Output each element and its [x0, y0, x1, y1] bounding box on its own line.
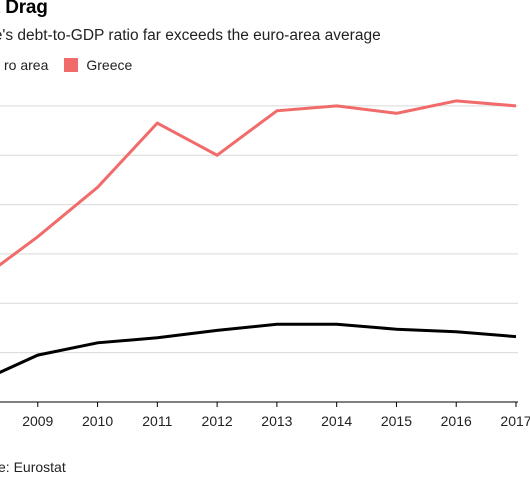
gridlines	[0, 105, 518, 354]
x-tick-label-2015: 2015	[381, 413, 412, 429]
legend-label-greece: Greece	[86, 57, 133, 73]
legend-item-euro-area: ro area	[0, 57, 48, 73]
x-tick-label-2013: 2013	[261, 413, 292, 429]
x-tick-label-2016: 2016	[441, 413, 472, 429]
x-tick-label-2014: 2014	[321, 413, 352, 429]
x-tick-label-2017: 2017	[500, 413, 530, 429]
series-line-euro-area	[0, 322, 517, 374]
chart-subtitle: ce's debt-to-GDP ratio far exceeds the e…	[0, 27, 381, 44]
legend-swatch-greece	[64, 58, 79, 72]
x-axis: 2009 2010 2011 2012 2013 2014 2015 2016 2017	[0, 401, 530, 429]
series-line-greece	[0, 99, 517, 267]
x-tick-label-2010: 2010	[82, 413, 113, 429]
chart-title: t Drag	[0, 0, 48, 18]
x-tick-label-2012: 2012	[202, 413, 233, 429]
x-tick-label-2009: 2009	[22, 413, 53, 429]
x-tick-label-2011: 2011	[142, 413, 172, 429]
legend: ro area Greece	[0, 57, 148, 73]
line-chart: 2009 2010 2011 2012 2013 2014 2015 2016 2017	[0, 99, 530, 429]
legend-item-greece: Greece	[64, 57, 132, 73]
legend-label-euro-area: ro area	[4, 57, 49, 73]
series-lines	[0, 99, 517, 374]
source-note: e: Eurostat	[0, 459, 66, 475]
